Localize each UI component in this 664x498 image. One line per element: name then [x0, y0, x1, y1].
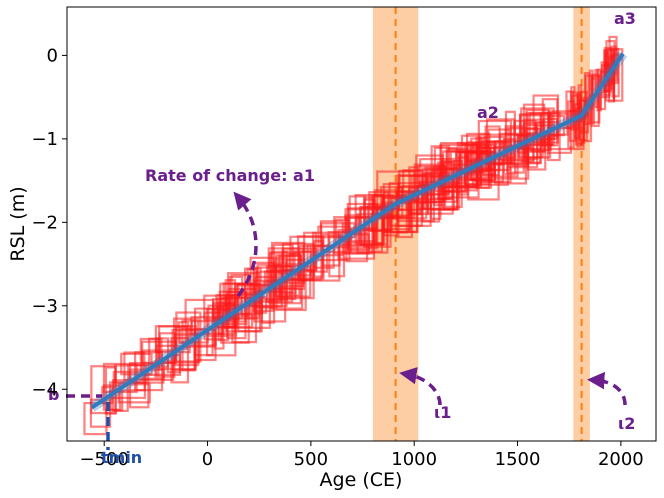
observation-box: [155, 337, 170, 368]
change-point-bands: [372, 7, 590, 441]
observation-box: [218, 290, 248, 326]
observation-box: [445, 149, 480, 199]
observation-box: [433, 146, 458, 192]
observation-box: [317, 225, 351, 262]
y-axis: 0 −1 −2 −3 −4: [31, 45, 67, 400]
observation-box: [409, 198, 423, 216]
observation-box: [519, 113, 543, 151]
plot-frame: [66, 6, 657, 442]
a2-label: a2: [477, 103, 499, 122]
observation-box: [541, 98, 559, 147]
observation-box: [275, 263, 307, 312]
observation-box: [224, 279, 237, 329]
y-tick-label: 0: [47, 45, 58, 66]
x-axis: −500 0 500 1000 1500 2000: [79, 441, 644, 470]
observation-box: [526, 132, 547, 171]
x-tick-label: 2000: [598, 449, 644, 470]
y-tick-label: −4: [31, 379, 58, 400]
observation-box: [442, 161, 456, 211]
b-label: b: [48, 385, 59, 404]
x-tick-label: 1000: [391, 449, 437, 470]
observation-box: [117, 383, 151, 404]
observation-box: [354, 193, 384, 245]
t2-label: ι2: [618, 414, 635, 433]
observation-box: [179, 328, 209, 344]
annotations: Rate of change: a1 a2 a3 ι1 ι2 b: [48, 9, 636, 450]
y-tick-label: −2: [31, 212, 58, 233]
observation-box: [327, 231, 352, 253]
observation-box: [193, 307, 214, 357]
observation-box: [366, 203, 395, 220]
tmin-label: tmin: [101, 448, 142, 467]
y-axis-title: RSL (m): [7, 186, 29, 261]
rate-arrow: [233, 191, 258, 298]
observation-box: [281, 242, 315, 281]
x-tick-label: 0: [202, 449, 213, 470]
observation-box: [321, 233, 341, 267]
observation-box: [249, 256, 288, 308]
observation-box: [127, 363, 165, 380]
x-axis-title: Age (CE): [320, 469, 403, 491]
rate-of-change-label: Rate of change: a1: [145, 166, 315, 185]
x-tick-label: 1500: [495, 449, 541, 470]
x-tick-label: 500: [294, 449, 328, 470]
t1-label: ι1: [434, 403, 451, 422]
fit-line: [90, 52, 625, 410]
observation-box: [467, 150, 494, 181]
observation-box: [395, 190, 414, 239]
t1-arrow: [399, 367, 442, 406]
observation-box: [485, 118, 516, 164]
t2-arrow: [587, 371, 627, 406]
fit-line-group: [89, 50, 628, 412]
observation-box: [348, 195, 367, 248]
x-tick-label: −500: [79, 449, 128, 470]
a3-label: a3: [614, 9, 636, 28]
y-tick-label: −3: [31, 296, 58, 317]
observation-box: [567, 100, 575, 149]
observation-box: [518, 146, 535, 163]
y-tick-label: −1: [31, 129, 58, 150]
